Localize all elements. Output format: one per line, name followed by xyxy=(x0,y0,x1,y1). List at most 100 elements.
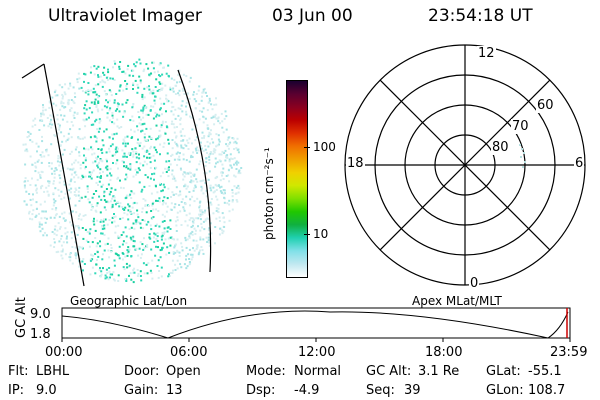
uv-pixel xyxy=(115,253,118,256)
uv-pixel xyxy=(70,173,73,176)
uv-pixel xyxy=(106,272,109,274)
uv-pixel xyxy=(198,163,201,166)
uv-pixel xyxy=(95,140,98,143)
uv-pixel xyxy=(60,190,63,193)
uv-pixel xyxy=(143,246,146,249)
uv-pixel xyxy=(79,246,81,249)
uv-pixel xyxy=(34,184,37,187)
uv-pixel xyxy=(75,254,77,257)
uv-pixel xyxy=(93,217,95,220)
uv-pixel xyxy=(111,114,114,117)
door-value: Open xyxy=(166,364,201,379)
uv-pixel xyxy=(201,91,204,94)
uv-pixel xyxy=(70,99,73,101)
uv-pixel xyxy=(69,168,72,171)
uv-pixel xyxy=(87,148,90,151)
uv-pixel xyxy=(155,138,158,141)
uv-pixel xyxy=(159,175,162,178)
uv-pixel xyxy=(99,75,102,78)
gc-alt-axis-label: GC Alt xyxy=(14,297,29,338)
uv-pixel xyxy=(236,149,239,152)
uv-pixel xyxy=(200,222,203,225)
uv-pixel xyxy=(161,189,164,192)
uv-pixel xyxy=(26,150,29,153)
uv-pixel xyxy=(222,189,225,192)
uv-pixel xyxy=(145,211,148,214)
uv-pixel xyxy=(237,170,240,173)
uv-pixel xyxy=(143,136,146,139)
uv-pixel xyxy=(96,242,99,245)
uv-pixel xyxy=(139,222,142,225)
uv-pixel xyxy=(164,167,167,170)
uv-pixel xyxy=(195,244,198,247)
uv-pixel xyxy=(188,235,191,238)
uv-pixel xyxy=(123,111,126,114)
uv-pixel xyxy=(236,200,239,203)
uv-pixel xyxy=(150,137,153,140)
uv-pixel xyxy=(142,164,145,167)
uv-pixel xyxy=(234,175,237,178)
uv-pixel xyxy=(135,222,138,225)
uv-pixel xyxy=(122,231,125,234)
uv-pixel xyxy=(97,74,99,77)
uv-pixel xyxy=(210,116,213,119)
uv-pixel xyxy=(54,94,57,97)
uv-pixel xyxy=(166,197,169,200)
uv-pixel xyxy=(204,219,207,222)
uv-pixel xyxy=(114,215,117,218)
uv-pixel xyxy=(83,154,85,157)
uv-pixel xyxy=(217,116,220,119)
uv-pixel xyxy=(105,268,108,271)
uv-pixel xyxy=(112,195,115,198)
uv-pixel xyxy=(80,177,83,180)
uv-pixel xyxy=(199,213,202,216)
uv-pixel xyxy=(192,189,195,192)
uv-pixel xyxy=(79,137,82,140)
uv-pixel xyxy=(180,104,183,107)
uv-pixel xyxy=(193,219,195,222)
uv-pixel xyxy=(222,192,225,195)
uv-pixel xyxy=(84,125,87,128)
uv-pixel xyxy=(223,201,226,204)
uv-pixel xyxy=(215,184,218,187)
uv-pixel xyxy=(58,128,61,131)
uv-pixel xyxy=(207,145,210,148)
uv-pixel xyxy=(68,183,71,186)
uv-pixel xyxy=(176,126,178,128)
uv-pixel xyxy=(201,95,203,98)
uv-pixel xyxy=(124,278,127,281)
uv-pixel xyxy=(224,159,227,162)
uv-pixel xyxy=(48,165,51,168)
uv-pixel xyxy=(226,156,229,159)
uv-pixel xyxy=(159,82,162,85)
uv-pixel xyxy=(160,238,163,241)
uv-pixel xyxy=(109,200,112,203)
uv-pixel xyxy=(25,190,28,193)
uv-pixel xyxy=(188,191,191,193)
uv-pixel xyxy=(213,103,216,106)
uv-pixel xyxy=(97,75,100,78)
uv-pixel xyxy=(51,123,54,126)
uv-pixel xyxy=(146,149,149,152)
uv-pixel xyxy=(81,137,84,140)
uv-pixel xyxy=(212,191,215,194)
uv-pixel xyxy=(72,100,75,103)
uv-pixel xyxy=(106,276,109,279)
uv-pixel xyxy=(109,77,112,80)
uv-pixel xyxy=(159,249,162,252)
uv-pixel xyxy=(155,238,158,240)
uv-pixel xyxy=(191,128,194,131)
uv-pixel xyxy=(124,197,127,200)
uv-pixel xyxy=(153,178,155,181)
uv-pixel xyxy=(207,239,210,242)
uv-pixel xyxy=(159,143,162,146)
uv-pixel xyxy=(103,105,106,108)
uv-pixel xyxy=(54,187,57,190)
uv-pixel xyxy=(90,208,93,211)
uv-pixel xyxy=(182,73,185,76)
uv-pixel xyxy=(186,265,189,268)
glat-label: GLat: xyxy=(486,364,521,379)
uv-pixel xyxy=(177,92,180,95)
uv-pixel xyxy=(217,207,220,210)
uv-pixel xyxy=(174,117,177,120)
